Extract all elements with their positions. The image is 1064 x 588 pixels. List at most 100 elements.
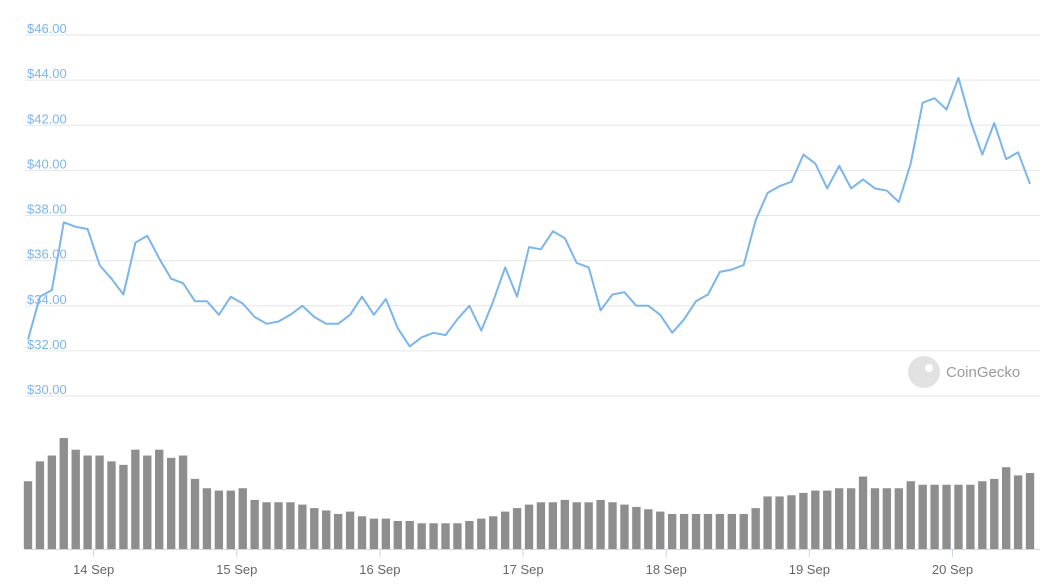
volume-bar [512, 508, 522, 549]
volume-bar [238, 488, 247, 549]
volume-bar [119, 464, 128, 549]
y-tick-label: $38.00 [27, 202, 67, 217]
volume-bar [226, 490, 235, 549]
volume-bar [166, 457, 176, 549]
volume-bar [131, 449, 140, 549]
volume-bar [644, 509, 653, 549]
volume-bar [333, 513, 343, 549]
volume-bar [178, 455, 188, 549]
volume-bar [47, 455, 57, 549]
volume-bar [286, 502, 295, 549]
volume-bar [262, 502, 271, 549]
volume-bar [59, 438, 68, 549]
volume-bar [477, 518, 486, 549]
volume-bar [620, 504, 629, 549]
volume-bar [524, 504, 534, 549]
volume-bar [393, 520, 402, 549]
x-tick-label: 19 Sep [789, 562, 830, 577]
volume-bar [1002, 467, 1011, 549]
price-line [27, 76, 1031, 348]
y-tick-label: $30.00 [27, 382, 67, 397]
volume-bar [715, 513, 725, 549]
volume-bar [107, 461, 116, 549]
volume-bar [357, 516, 367, 549]
y-tick-label: $44.00 [27, 66, 67, 81]
volume-bar [190, 478, 200, 549]
y-tick-label: $40.00 [27, 156, 67, 171]
volume-bar [310, 508, 319, 549]
volume-bar [787, 495, 796, 549]
volume-bar [656, 511, 665, 549]
volume-bar [906, 481, 915, 549]
volume-bar [799, 492, 808, 549]
volume-bar [548, 502, 558, 549]
volume-bar [155, 449, 164, 549]
y-tick-label: $34.00 [27, 292, 67, 307]
x-tick-label: 16 Sep [359, 562, 400, 577]
volume-bar [83, 455, 92, 549]
volume-bar [667, 513, 677, 549]
volume-bar [608, 502, 617, 549]
volume-bar [453, 523, 462, 549]
volume-bar [381, 518, 391, 549]
volume-bar [894, 488, 903, 549]
volume-bar [345, 511, 355, 549]
volume-bar [536, 502, 546, 549]
watermark: CoinGecko [946, 364, 1020, 381]
y-tick-label: $46.00 [27, 21, 67, 36]
volume-bar [739, 513, 748, 549]
volume-bar [679, 513, 689, 549]
volume-bar [202, 488, 212, 549]
volume-bar [23, 481, 33, 549]
volume-bar [95, 455, 104, 549]
volume-bar [978, 481, 987, 549]
x-tick-label: 14 Sep [73, 562, 114, 577]
volume-bar [441, 523, 450, 549]
volume-bar [918, 484, 927, 549]
volume-bar [274, 502, 283, 549]
volume-bar [143, 455, 152, 549]
volume-bar [596, 499, 605, 549]
volume-bar [882, 488, 892, 549]
volume-bar [942, 484, 951, 549]
volume-bar [1013, 475, 1023, 549]
volume-bar [990, 478, 999, 549]
volume-bar [751, 508, 760, 549]
volume-bar [500, 511, 510, 549]
volume-bar [584, 502, 593, 549]
x-tick-label: 18 Sep [646, 562, 687, 577]
volume-bar [811, 490, 820, 549]
volume-bar [71, 449, 80, 549]
volume-bar [465, 520, 474, 549]
volume-bar [250, 499, 259, 549]
x-tick-label: 17 Sep [502, 562, 543, 577]
x-tick-label: 15 Sep [216, 562, 257, 577]
volume-bar [572, 502, 581, 549]
volume-bar [691, 513, 701, 549]
y-tick-label: $42.00 [27, 111, 67, 126]
watermark-logo-eye [925, 364, 933, 372]
volume-bar [369, 518, 379, 549]
volume-bar [870, 488, 880, 549]
volume-bar [966, 484, 975, 549]
volume-bar [834, 488, 844, 549]
volume-bar [632, 506, 641, 549]
volume-bar [298, 504, 307, 549]
volume-bar [417, 523, 426, 549]
volume-bar [489, 516, 498, 549]
volume-bar [763, 496, 772, 549]
volume-bar [823, 490, 832, 549]
volume-bar [775, 496, 784, 549]
volume-bar [846, 488, 856, 549]
volume-bar [429, 523, 438, 549]
volume-bar [703, 513, 713, 549]
volume-bar [214, 490, 224, 549]
x-tick-label: 20 Sep [932, 562, 973, 577]
volume-bar [405, 520, 414, 549]
volume-bar [322, 510, 331, 549]
watermark-logo [908, 356, 940, 388]
volume-bar [560, 499, 569, 549]
volume-bar [1025, 473, 1035, 549]
volume-bar [858, 476, 868, 549]
